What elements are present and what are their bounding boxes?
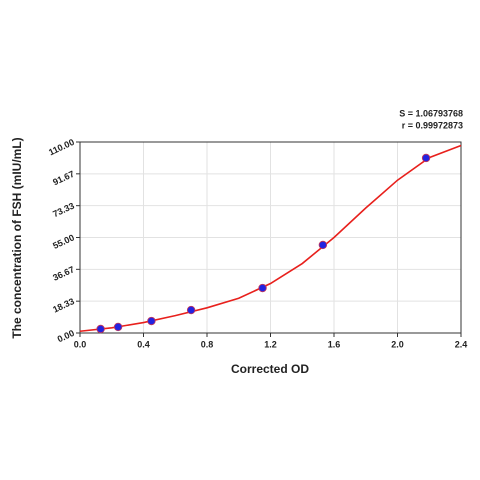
annotation: r = 0.99972873 [402,120,463,130]
plot-frame [79,141,462,334]
data-point [96,324,105,334]
data-point [186,305,196,315]
x-tick-label: 2.4 [455,339,468,349]
data-point [147,316,156,326]
y-tick-label: 55.00 [51,232,76,251]
y-tick-label: 110.00 [47,137,76,157]
x-tick-label: 1.6 [328,339,341,349]
annotation: S = 1.06793768 [399,108,463,118]
x-tick-label: 0.4 [137,339,150,349]
fit-curve [79,144,462,333]
data-point [318,240,328,250]
y-tick-label: 36.67 [51,264,76,283]
y-tick-label: 91.67 [51,169,76,188]
x-tick-label: 0.8 [201,339,214,349]
y-axis-title: The concentration of FSH (mIU/mL) [10,137,24,338]
x-tick-label: 2.0 [391,339,404,349]
y-tick-label: 73.33 [51,201,76,220]
data-point [113,322,123,332]
y-tick-label: 18.33 [51,296,76,315]
x-axis-title: Corrected OD [231,362,309,376]
x-tick-label: 0.0 [74,339,87,349]
data-point [421,153,431,163]
data-point [258,283,267,293]
x-tick-label: 1.2 [264,339,277,349]
